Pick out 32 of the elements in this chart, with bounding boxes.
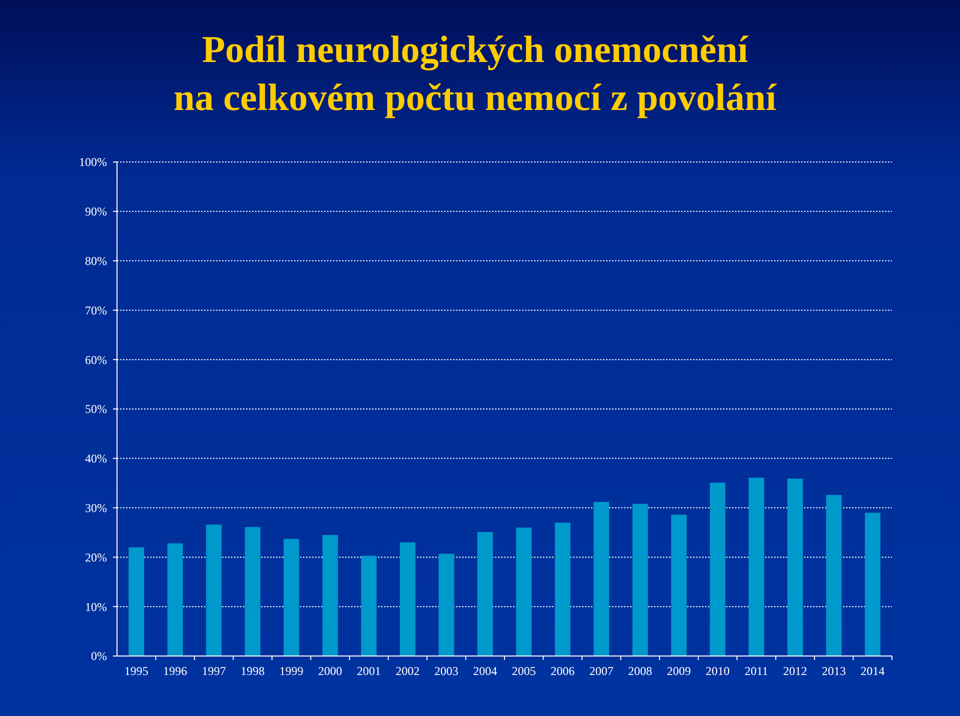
y-tick-label: 100%: [79, 155, 107, 170]
x-tick-label: 1997: [202, 664, 226, 678]
x-tick-label: 1995: [124, 664, 148, 678]
y-tick-label: 50%: [85, 402, 107, 416]
x-tick-label: 2005: [512, 664, 536, 678]
y-tick-label: 40%: [85, 452, 107, 466]
y-tick-label: 20%: [85, 550, 107, 564]
y-tick-label: 30%: [85, 501, 107, 515]
x-tick-label: 2009: [666, 664, 691, 678]
x-tick-label: 1996: [163, 664, 188, 678]
x-tick-label: 2011: [744, 664, 768, 678]
x-tick-label: 2004: [473, 664, 498, 678]
y-tick-label: 70%: [85, 303, 107, 318]
y-tick-label: 10%: [85, 600, 107, 614]
y-tick-label: 90%: [85, 204, 107, 219]
x-tick-label: 2010: [706, 664, 730, 678]
x-tick-label: 2002: [396, 664, 420, 678]
y-tick-label: 60%: [85, 352, 107, 367]
x-tick-label: 1999: [279, 664, 304, 678]
y-tick-label: 0%: [91, 649, 107, 664]
x-tick-label: 1998: [240, 664, 265, 678]
x-tick-label: 2008: [628, 664, 652, 678]
x-tick-label: 2013: [822, 664, 846, 678]
x-tick-label: 2014: [860, 664, 885, 678]
x-tick-label: 2007: [589, 664, 614, 678]
x-tick-label: 2003: [434, 664, 458, 678]
x-tick-label: 2001: [356, 664, 381, 678]
chart-title: Podíl neurologických onemocnění na celkovém počtu nemocí z povolání: [174, 29, 778, 119]
x-tick-label: 2012: [783, 664, 808, 678]
x-tick-label: 2006: [550, 664, 575, 678]
y-tick-label: 80%: [85, 254, 107, 268]
x-tick-label: 2000: [318, 664, 342, 678]
